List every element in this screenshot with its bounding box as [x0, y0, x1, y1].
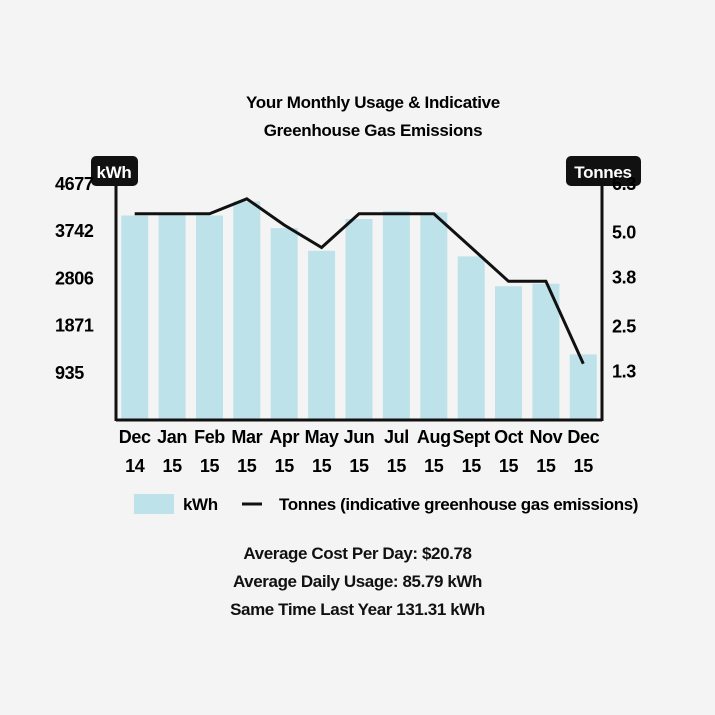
same-time-last-year: Same Time Last Year 131.31 kWh — [230, 600, 485, 619]
chart-title-line-2: Greenhouse Gas Emissions — [264, 121, 483, 140]
bar-3 — [233, 201, 261, 420]
x-tick-year: 15 — [499, 456, 519, 476]
right-tick-label: 6.3 — [612, 174, 636, 194]
x-tick-month: Jun — [344, 427, 375, 447]
average-daily-usage: Average Daily Usage: 85.79 kWh — [232, 572, 483, 591]
x-tick-year: 15 — [536, 456, 556, 476]
x-tick-year: 15 — [200, 456, 220, 476]
tonnes-line — [134, 197, 585, 365]
bar-2 — [196, 215, 223, 420]
x-tick-month: Oct — [494, 427, 523, 447]
chart-title: Your Monthly Usage & Indicative Greenhou… — [246, 93, 500, 140]
left-tick-label: 3742 — [55, 221, 94, 241]
bar-7 — [382, 211, 410, 420]
right-axis-label-badge — [566, 156, 641, 186]
x-tick-month: Mar — [231, 427, 262, 447]
right-tick-label: 5.0 — [612, 223, 636, 243]
left-tick-label: 1871 — [55, 316, 94, 336]
x-tick-year: 15 — [574, 456, 594, 476]
bar-11 — [532, 283, 560, 420]
left-axis-label-badge — [91, 156, 138, 186]
legend-label-tonnes: Tonnes (indicative greenhouse gas emissi… — [279, 495, 638, 514]
left-y-ticks: 4677 3742 2806 1871 935 — [55, 174, 94, 383]
bar-10 — [495, 286, 522, 420]
x-tick-month: Jan — [157, 427, 187, 447]
x-tick-year: 15 — [162, 456, 182, 476]
x-tick-month: Feb — [194, 427, 225, 447]
bar-6 — [345, 219, 373, 420]
left-tick-label: 4677 — [55, 174, 94, 194]
x-tick-year: 15 — [424, 456, 444, 476]
x-tick-month: Nov — [529, 427, 562, 447]
right-y-ticks: 6.3 5.0 3.8 2.5 1.3 — [612, 174, 637, 381]
x-tick-month: Sept — [452, 427, 490, 447]
bar-4 — [270, 228, 298, 420]
bar-12 — [569, 354, 597, 420]
left-tick-label: 935 — [55, 363, 84, 383]
x-axis-ticks: Dec 14 Jan 15 Feb 15 Mar 15 Apr 15 May 15 Jun 15 Jul 15… — [119, 427, 600, 476]
chart-title-line-1: Your Monthly Usage & Indicative — [246, 93, 500, 112]
x-tick-month: Jul — [384, 427, 409, 447]
x-tick-month: Aug — [417, 427, 451, 447]
right-axis-label: Tonnes — [566, 156, 641, 186]
bar-5 — [308, 250, 336, 420]
legend-swatch-kwh — [134, 494, 174, 514]
bar-8 — [420, 212, 448, 420]
bar-1 — [158, 214, 186, 420]
right-axis-label-text: Tonnes — [574, 163, 631, 182]
bar-series — [121, 201, 597, 420]
right-tick-label: 3.8 — [612, 268, 636, 288]
x-tick-month: Dec — [567, 427, 599, 447]
x-tick-year: 15 — [237, 456, 257, 476]
x-tick-month: Apr — [269, 427, 299, 447]
average-cost-per-day: Average Cost Per Day: $20.78 — [243, 544, 472, 563]
left-axis-label-text: kWh — [97, 163, 132, 182]
x-tick-month: Dec — [119, 427, 151, 447]
left-axis-label: kWh — [91, 156, 138, 186]
legend-label-kwh: kWh — [183, 495, 218, 514]
line-series — [134, 197, 585, 365]
x-tick-year: 15 — [349, 456, 369, 476]
x-tick-year: 15 — [462, 456, 482, 476]
bar-0 — [121, 215, 149, 420]
x-tick-year: 15 — [312, 456, 332, 476]
legend: kWh Tonnes (indicative greenhouse gas em… — [134, 494, 638, 514]
right-tick-label: 1.3 — [612, 361, 636, 381]
x-tick-year: 15 — [275, 456, 295, 476]
left-tick-label: 2806 — [55, 268, 94, 288]
plot-frame — [114, 165, 604, 422]
x-tick-year: 15 — [387, 456, 407, 476]
right-tick-label: 2.5 — [612, 316, 636, 336]
x-tick-year: 14 — [125, 456, 145, 476]
x-tick-month: May — [305, 427, 339, 447]
bar-9 — [457, 256, 485, 420]
